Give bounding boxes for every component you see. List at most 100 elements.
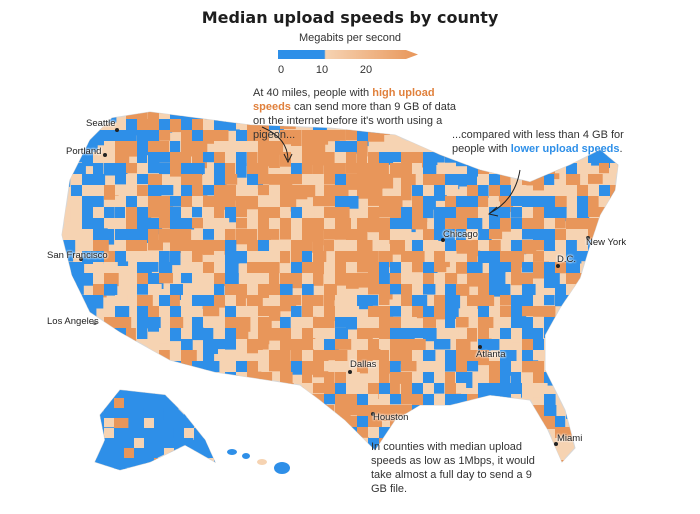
county-cell xyxy=(445,218,459,232)
county-cell xyxy=(302,361,315,375)
county-cell xyxy=(588,372,605,383)
county-cell xyxy=(357,328,373,340)
county-cell xyxy=(159,218,173,229)
county-cell xyxy=(280,317,291,330)
county-cell xyxy=(126,339,137,354)
county-cell xyxy=(204,398,215,409)
county-cell xyxy=(599,350,614,366)
county-cell xyxy=(181,251,198,262)
county-cell xyxy=(467,185,480,198)
county-cell xyxy=(104,372,116,384)
county-cell xyxy=(555,218,566,229)
county-cell xyxy=(258,174,274,185)
county-cell xyxy=(489,240,501,256)
county-cell xyxy=(401,185,412,201)
county-cell xyxy=(302,284,314,297)
county-cell xyxy=(93,152,106,166)
county-cell xyxy=(192,306,203,318)
county-cell xyxy=(115,317,132,330)
county-cell xyxy=(346,262,360,274)
county-cell xyxy=(489,306,504,321)
county-cell xyxy=(181,207,193,224)
arrow-top-head xyxy=(283,153,293,164)
county-cell xyxy=(174,398,188,409)
county-cell xyxy=(269,174,285,185)
county-cell xyxy=(214,418,215,433)
city-label-seattle: Seattle xyxy=(86,118,116,129)
county-cell xyxy=(291,460,307,462)
county-cell xyxy=(522,383,534,400)
county-cell xyxy=(194,408,205,421)
county-cell xyxy=(599,460,611,462)
city-label-miami: Miami xyxy=(557,433,583,444)
county-cell xyxy=(599,383,615,395)
county-cell xyxy=(324,372,335,384)
county-cell xyxy=(423,361,435,377)
county-cell xyxy=(104,350,117,361)
county-cell xyxy=(137,306,150,320)
county-cell xyxy=(467,112,481,123)
county-cell xyxy=(313,438,323,455)
legend-bar xyxy=(278,50,418,59)
county-cell xyxy=(401,383,414,396)
county-cell xyxy=(313,383,325,394)
county-cell xyxy=(82,438,97,453)
county-cell xyxy=(500,328,513,343)
county-cell xyxy=(368,416,382,431)
county-cell xyxy=(566,218,581,230)
county-cell xyxy=(599,339,612,355)
county-cell xyxy=(148,163,161,174)
county-cell xyxy=(170,141,181,155)
county-cell xyxy=(313,229,324,246)
county-cell xyxy=(313,141,326,154)
county-cell xyxy=(154,390,166,400)
county-cell xyxy=(467,295,480,309)
county-cell xyxy=(489,372,502,386)
county-cell xyxy=(194,438,209,449)
county-cell xyxy=(93,251,105,264)
county-cell xyxy=(533,112,547,123)
county-cell xyxy=(324,449,335,462)
county-cell xyxy=(533,372,545,388)
county-cell xyxy=(115,152,130,165)
county-cell xyxy=(412,372,423,385)
county-cell xyxy=(346,196,359,209)
county-cell xyxy=(280,207,291,218)
county-cell xyxy=(203,262,217,277)
county-cell xyxy=(247,262,262,273)
county-cell xyxy=(148,240,163,251)
county-cell xyxy=(184,398,196,408)
county-cell xyxy=(555,460,567,462)
county-cell xyxy=(544,339,560,351)
county-cell xyxy=(134,408,144,423)
county-cell xyxy=(71,460,88,462)
county-cell xyxy=(115,306,130,320)
county-cell xyxy=(500,372,511,386)
county-cell xyxy=(174,458,186,470)
county-cell xyxy=(62,405,74,422)
county-cell xyxy=(566,317,579,330)
county-cell xyxy=(324,306,336,321)
county-cell xyxy=(291,438,307,455)
county-cell xyxy=(269,262,280,274)
county-cell xyxy=(434,416,450,430)
county-cell xyxy=(313,152,326,166)
county-cell xyxy=(184,438,194,448)
county-cell xyxy=(445,405,456,422)
county-cell xyxy=(225,163,236,180)
county-cell xyxy=(93,383,105,400)
county-cell xyxy=(423,207,434,219)
county-cell xyxy=(577,460,590,462)
county-cell xyxy=(544,207,555,221)
county-cell xyxy=(62,229,73,245)
county-cell xyxy=(258,317,272,330)
county-cell xyxy=(93,262,104,276)
county-cell xyxy=(71,438,82,451)
county-cell xyxy=(346,229,359,243)
county-cell xyxy=(434,273,449,286)
county-cell xyxy=(291,152,302,165)
county-cell xyxy=(124,458,136,468)
county-cell xyxy=(291,416,305,430)
county-cell xyxy=(214,284,225,298)
county-cell xyxy=(124,468,136,470)
